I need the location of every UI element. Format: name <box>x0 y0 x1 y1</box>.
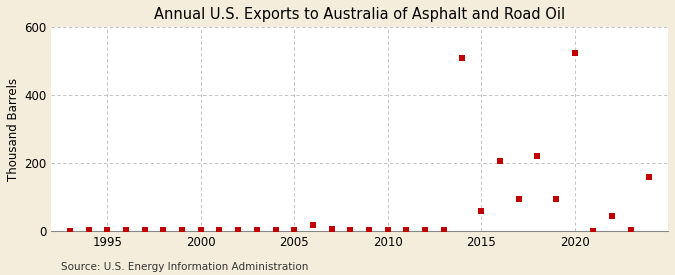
Point <box>625 228 636 232</box>
Point <box>308 223 319 227</box>
Point <box>289 228 300 232</box>
Point <box>270 228 281 232</box>
Y-axis label: Thousand Barrels: Thousand Barrels <box>7 78 20 181</box>
Point <box>588 229 599 233</box>
Point <box>158 228 169 232</box>
Point <box>177 228 188 232</box>
Point <box>121 228 132 232</box>
Point <box>251 228 262 232</box>
Point <box>494 159 505 164</box>
Point <box>551 197 562 201</box>
Point <box>513 197 524 201</box>
Point <box>401 228 412 232</box>
Point <box>607 213 618 218</box>
Point <box>457 56 468 60</box>
Point <box>65 229 76 233</box>
Point <box>476 208 487 213</box>
Point <box>83 228 94 232</box>
Point <box>233 228 244 232</box>
Point <box>139 228 150 232</box>
Point <box>195 228 206 232</box>
Point <box>438 228 449 232</box>
Point <box>382 227 393 232</box>
Point <box>420 228 431 232</box>
Text: Source: U.S. Energy Information Administration: Source: U.S. Energy Information Administ… <box>61 262 308 272</box>
Point <box>569 51 580 55</box>
Title: Annual U.S. Exports to Australia of Asphalt and Road Oil: Annual U.S. Exports to Australia of Asph… <box>154 7 565 22</box>
Point <box>364 228 375 232</box>
Point <box>326 227 337 232</box>
Point <box>214 228 225 232</box>
Point <box>644 174 655 179</box>
Point <box>102 228 113 232</box>
Point <box>532 154 543 158</box>
Point <box>345 227 356 232</box>
